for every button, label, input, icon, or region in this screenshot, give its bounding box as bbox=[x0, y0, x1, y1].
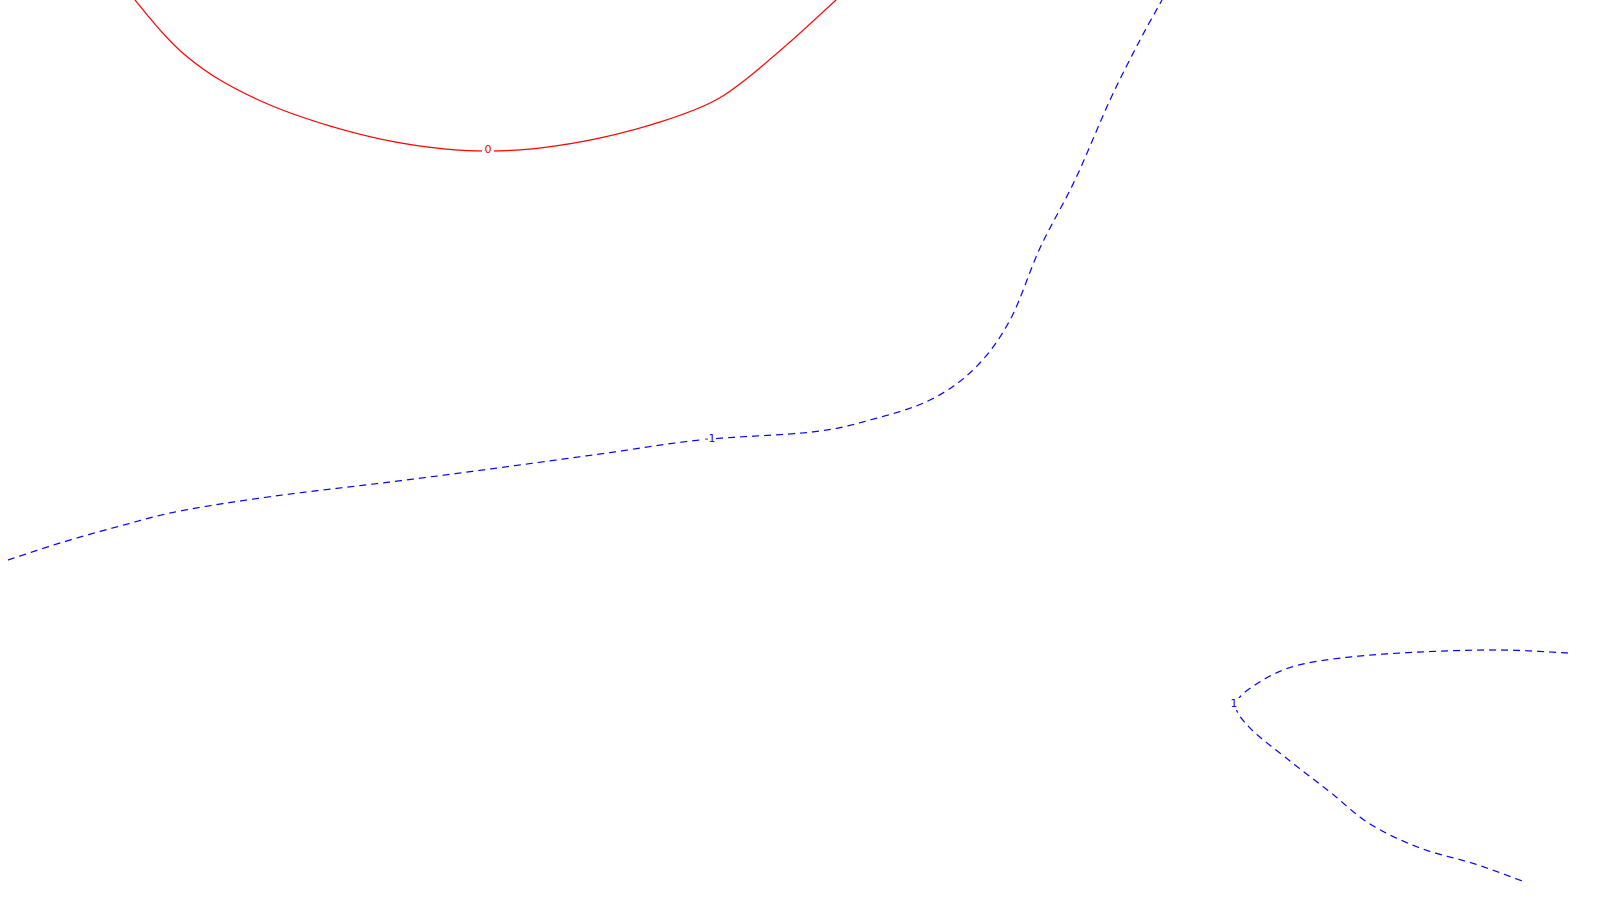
contour-label-layer: 0 -1 1 bbox=[482, 143, 1240, 710]
contour-label: 1 bbox=[1231, 697, 1238, 710]
contour-label-background bbox=[704, 433, 716, 445]
contour-label-background bbox=[1228, 698, 1240, 710]
contour-label: -1 bbox=[705, 432, 716, 445]
contour-label-background bbox=[482, 144, 494, 156]
contour-layer bbox=[7, 0, 1569, 883]
contour-line-level-0 bbox=[134, 0, 837, 152]
contour-label: 0 bbox=[485, 143, 492, 156]
contour-line-level-1 bbox=[1235, 649, 1569, 883]
